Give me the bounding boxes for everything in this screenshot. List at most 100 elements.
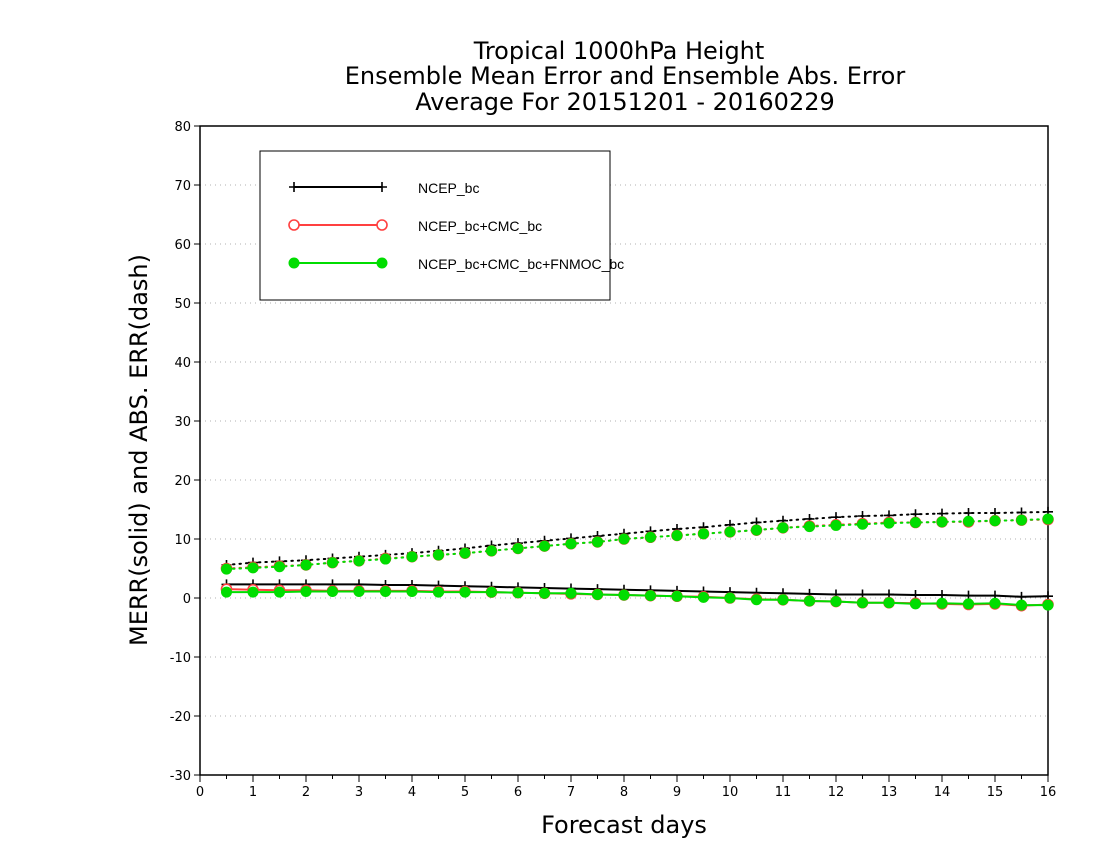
series-point <box>751 594 762 606</box>
legend-item: NCEP_bc <box>289 180 479 196</box>
series-point <box>698 528 709 540</box>
legend-label: NCEP_bc+CMC_bc <box>418 218 542 234</box>
series-point <box>671 590 683 602</box>
series-point <box>289 182 299 192</box>
x-tick-label: 11 <box>775 785 792 800</box>
y-tick-label: 60 <box>174 238 191 253</box>
series-point <box>910 598 921 610</box>
series-point <box>327 557 338 569</box>
series-point <box>512 542 524 554</box>
chart-title-line-2: Ensemble Mean Error and Ensemble Abs. Er… <box>345 62 906 90</box>
series-point <box>1016 599 1027 611</box>
series-point <box>459 586 471 598</box>
series-point <box>565 538 577 550</box>
chart-title-line-1: Tropical 1000hPa Height <box>473 37 765 65</box>
x-tick-label: 15 <box>987 785 1004 800</box>
series-point <box>486 586 497 598</box>
series-point <box>377 182 387 192</box>
series-point <box>380 553 391 565</box>
y-tick-label: 20 <box>174 474 191 489</box>
chart-title: Tropical 1000hPa Height Ensemble Mean Er… <box>345 37 906 116</box>
series-point <box>645 531 656 543</box>
series-point <box>1016 514 1027 526</box>
y-tick-label: 80 <box>174 120 191 135</box>
series-point <box>380 586 391 598</box>
series-point <box>221 586 232 598</box>
series-point <box>1042 599 1054 611</box>
series-point <box>618 533 630 545</box>
series-point <box>804 521 815 533</box>
series-point <box>830 519 842 531</box>
series-point <box>565 587 577 599</box>
x-tick-label: 10 <box>722 785 739 800</box>
series-point <box>300 586 312 598</box>
legend: NCEP_bc NCEP_bc+CMC_bc NCEP_bc+CMC_bc+FNMO… <box>259 150 624 301</box>
series-point <box>963 598 974 610</box>
series-point <box>433 586 444 598</box>
series-point <box>274 586 285 598</box>
series-point <box>539 587 550 599</box>
y-tick-label: 30 <box>174 415 191 430</box>
series-point <box>671 529 683 541</box>
series-point <box>247 586 259 598</box>
y-tick-label: 50 <box>174 297 191 312</box>
series-point <box>459 547 471 559</box>
legend-label: NCEP_bc+CMC_bc+FNMOC_bc <box>418 256 624 272</box>
series-point <box>539 540 550 552</box>
legend-item: NCEP_bc+CMC_bc <box>288 218 542 234</box>
series-merr <box>220 583 1054 612</box>
x-tick-label: 13 <box>881 785 898 800</box>
series-point <box>724 592 736 604</box>
legend-label: NCEP_bc <box>418 180 479 196</box>
x-axis-title: Forecast days <box>541 811 707 839</box>
x-tick-label: 12 <box>828 785 845 800</box>
series-point <box>376 257 388 269</box>
legend-item: NCEP_bc+CMC_bc+FNMOC_bc <box>288 256 624 272</box>
y-tick-label: 70 <box>174 179 191 194</box>
series-point <box>592 588 603 600</box>
series-point <box>910 516 921 528</box>
series-abs_err <box>220 513 1054 575</box>
series-point <box>804 595 815 607</box>
series-point <box>221 563 232 575</box>
x-tick-label: 5 <box>461 785 469 800</box>
x-tick-label: 3 <box>355 785 363 800</box>
series-point <box>618 589 630 601</box>
x-tick-label: 7 <box>567 785 575 800</box>
y-tick-label: -10 <box>170 651 191 666</box>
series-point <box>698 591 709 603</box>
x-tick-label: 8 <box>620 785 628 800</box>
x-tick-label: 6 <box>514 785 522 800</box>
y-tick-label: -30 <box>170 769 191 784</box>
series-point <box>300 559 312 571</box>
series-point <box>1042 513 1054 525</box>
series-point <box>645 590 656 602</box>
series-merr <box>221 586 1054 611</box>
series-point <box>288 257 300 269</box>
series-point <box>963 515 974 527</box>
series-point <box>376 219 388 231</box>
series-point <box>936 597 948 609</box>
series-point <box>989 515 1001 527</box>
chart-title-line-3: Average For 20151201 - 20160229 <box>415 88 835 116</box>
series-abs_err <box>221 506 1053 570</box>
series-point <box>406 586 418 598</box>
series-point <box>883 597 895 609</box>
series-group <box>220 506 1054 612</box>
series-point <box>353 586 365 598</box>
y-tick-label: 40 <box>174 356 191 371</box>
series-point <box>592 536 603 548</box>
series-point <box>830 596 842 608</box>
series-line <box>226 590 1048 607</box>
series-point <box>274 561 285 573</box>
series-point <box>777 594 789 606</box>
series-point <box>433 549 444 561</box>
x-tick-label: 2 <box>302 785 310 800</box>
series-point <box>353 555 365 567</box>
x-tick-label: 0 <box>196 785 204 800</box>
series-point <box>406 551 418 563</box>
x-tick-label: 9 <box>673 785 681 800</box>
legend-items: NCEP_bc NCEP_bc+CMC_bc NCEP_bc+CMC_bc+FNMO… <box>288 180 624 272</box>
